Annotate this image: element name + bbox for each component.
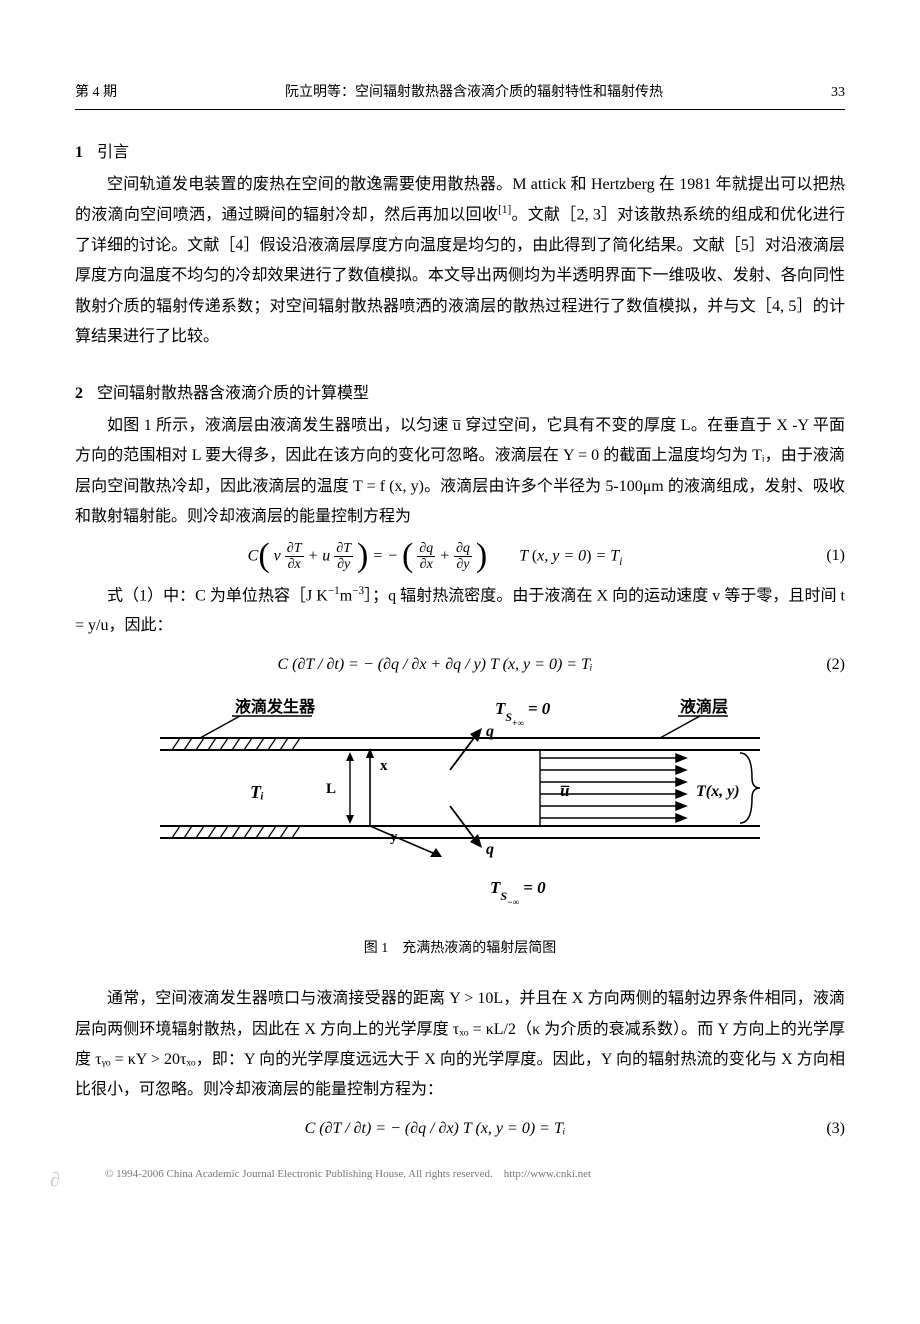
fig-label-ts-top: TS+∞ = 0 <box>495 699 551 728</box>
figure-1-caption: 图 1 充满热液滴的辐射层简图 <box>75 936 845 963</box>
section-1-num: 1 <box>75 144 83 161</box>
paragraph-3: 通常，空间液滴发生器喷口与液滴接受器的距离 Y > 10L，并且在 X 方向两侧… <box>75 984 845 1106</box>
equation-2-body: C (∂T / ∂t) = − (∂q / ∂x + ∂q / y) T (x,… <box>75 650 795 680</box>
equation-2-num: (2) <box>795 650 845 680</box>
equation-3: C (∂T / ∂t) = − (∂q / ∂x) T (x, y = 0) =… <box>75 1114 845 1144</box>
fig-label-x: x <box>380 758 388 774</box>
fig-label-layer: 液滴层 <box>680 698 728 716</box>
fig-label-y: y <box>390 829 398 845</box>
p1-text-b: 。文献［2, 3］对该散热系统的组成和优化进行了详细的讨论。文献［4］假设沿液滴… <box>75 207 845 346</box>
equation-3-body: C (∂T / ∂t) = − (∂q / ∂x) T (x, y = 0) =… <box>75 1114 795 1144</box>
header-center: 阮立明等：空间辐射散热器含液滴介质的辐射特性和辐射传热 <box>285 80 663 107</box>
paragraph-2b: 式（1）中：C 为单位热容［J K−1m−3］；q 辐射热流密度。由于液滴在 X… <box>75 581 845 642</box>
paragraph-2a: 如图 1 所示，液滴层由液滴发生器喷出，以匀速 u̅ 穿过空间，它具有不变的厚度… <box>75 411 845 533</box>
header-right: 33 <box>831 80 845 107</box>
fig-label-ti: Tᵢ <box>250 782 264 802</box>
section-1-title: 引言 <box>97 144 129 161</box>
fig-label-txy: T(x, y) <box>696 783 740 800</box>
figure-1-svg: 液滴发生器 TS+∞ = 0 液滴层 <box>140 698 780 908</box>
page-header: 第 4 期 阮立明等：空间辐射散热器含液滴介质的辐射特性和辐射传热 33 <box>75 80 845 110</box>
fig-label-q-bot: q <box>486 841 494 858</box>
equation-2: C (∂T / ∂t) = − (∂q / ∂x + ∂q / y) T (x,… <box>75 650 845 680</box>
figure-1: 液滴发生器 TS+∞ = 0 液滴层 <box>140 698 780 919</box>
section-2-title: 空间辐射散热器含液滴介质的计算模型 <box>97 385 369 402</box>
header-left: 第 4 期 <box>75 80 117 107</box>
fig-label-generator: 液滴发生器 <box>235 698 316 716</box>
page-footer: © 1994-2006 China Academic Journal Elect… <box>75 1164 845 1185</box>
section-2-heading: 2 空间辐射散热器含液滴介质的计算模型 <box>75 379 845 409</box>
section-2-num: 2 <box>75 385 83 402</box>
equation-3-num: (3) <box>795 1114 845 1144</box>
equation-1-num: (1) <box>795 541 845 571</box>
equation-1-body: C( v ∂T∂x + u ∂T∂y ) = − ( ∂q∂x + ∂q∂y )… <box>75 541 795 573</box>
fig-label-L: L <box>326 781 336 797</box>
paragraph-1: 空间轨道发电装置的废热在空间的散逸需要使用散热器。M attick 和 Hert… <box>75 170 845 353</box>
equation-1: C( v ∂T∂x + u ∂T∂y ) = − ( ∂q∂x + ∂q∂y )… <box>75 541 845 573</box>
fig-label-q-top: q <box>486 723 494 740</box>
p1-ref: [1] <box>498 204 511 216</box>
watermark-swirl-icon: ∂ <box>50 1161 60 1199</box>
fig-label-ubar: u̅ <box>560 781 570 800</box>
section-1-heading: 1 引言 <box>75 138 845 168</box>
fig-label-ts-bot: TS−∞ = 0 <box>490 878 546 907</box>
